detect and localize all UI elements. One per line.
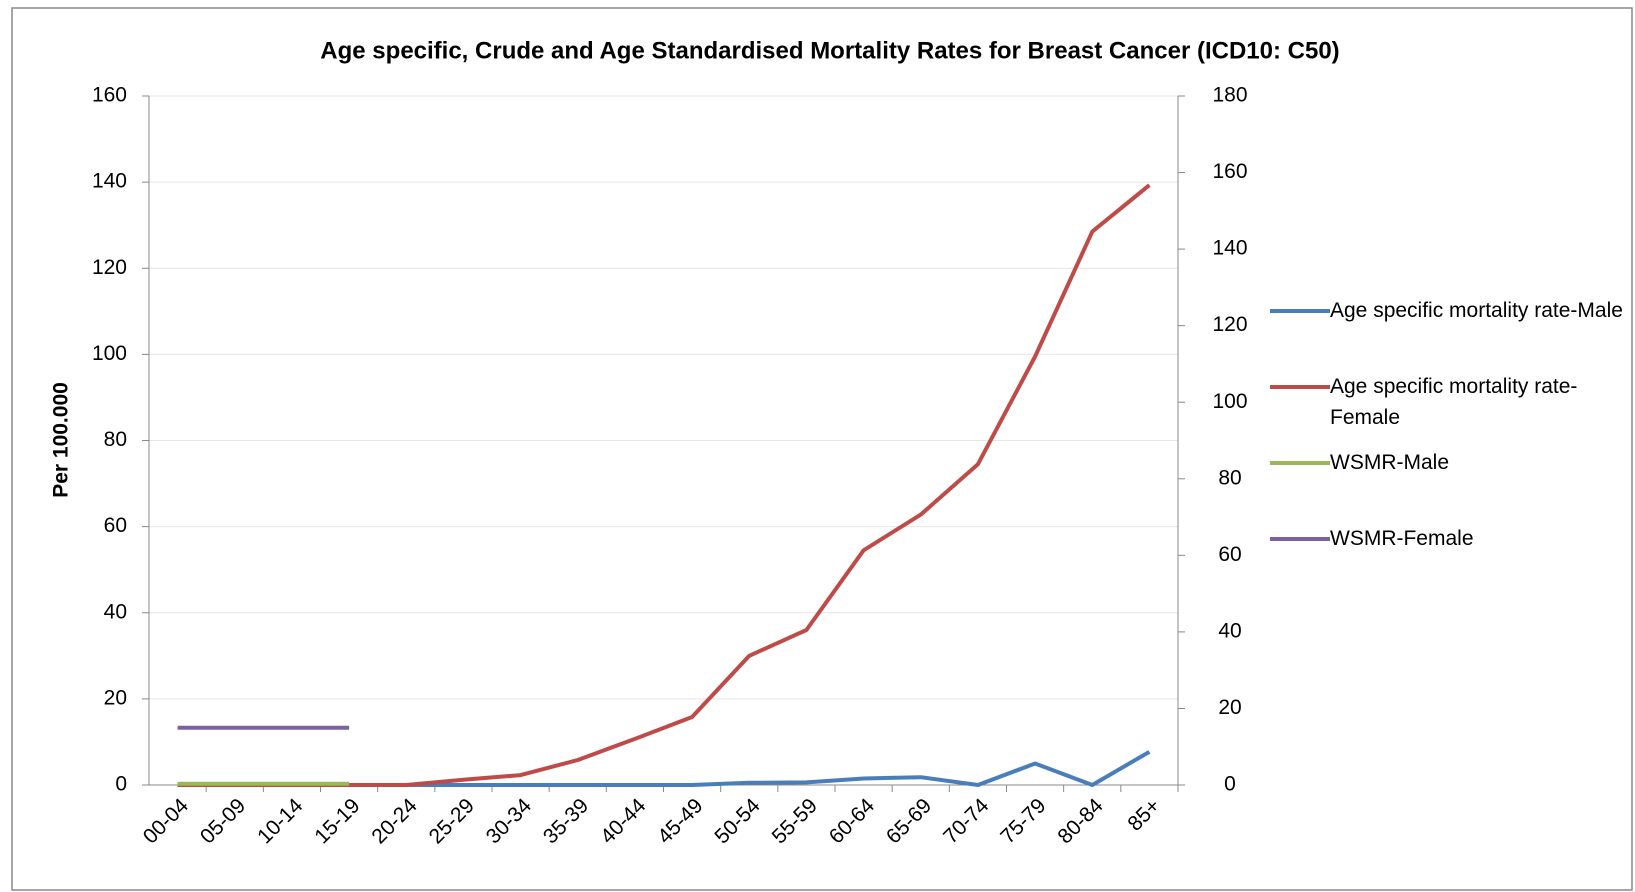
y-tick-label: 140: [92, 170, 127, 193]
x-tick-label: 65-69: [882, 794, 936, 848]
y-tick-label: 20: [104, 686, 127, 709]
series-line: [177, 183, 1151, 787]
legend-label: Age specific mortality rate-Male: [1330, 299, 1623, 322]
y2-tick-label: 120: [1212, 313, 1247, 336]
x-tick-label: 10-14: [253, 794, 307, 848]
x-tick-label: 55-59: [768, 794, 822, 848]
y-tick-label: 160: [92, 84, 127, 107]
legend-label: Age specific mortality rate-Female: [1330, 375, 1578, 429]
chart-title: Age specific, Crude and Age Standardised…: [320, 37, 1339, 64]
legend-swatch: [1270, 385, 1330, 389]
x-tick-label: 85+: [1123, 794, 1164, 835]
legend-swatch: [1270, 537, 1330, 541]
y-axis-label: Per 100.000: [50, 382, 73, 498]
y-tick-label: 60: [104, 514, 127, 537]
x-tick-label: 15-19: [310, 794, 364, 848]
y-tick-label: 120: [92, 256, 127, 279]
x-tick-label: 00-04: [139, 794, 193, 848]
y2-tick-label: 60: [1218, 543, 1241, 566]
y2-tick-label: 0: [1224, 773, 1236, 796]
x-tick-label: 50-54: [710, 794, 764, 848]
x-tick-label: 05-09: [196, 794, 250, 848]
x-tick-label: 25-29: [425, 794, 479, 848]
x-tick-label: 70-74: [939, 794, 993, 848]
legend-item: WSMR-Female: [1270, 523, 1630, 599]
y-tick-label: 80: [104, 428, 127, 451]
x-tick-label: 40-44: [596, 794, 650, 848]
x-tick-label: 80-84: [1053, 794, 1107, 848]
y-tick-label: 40: [104, 600, 127, 623]
legend-label: WSMR-Male: [1330, 451, 1449, 474]
legend-item: Age specific mortality rate-Male: [1270, 295, 1630, 371]
legend-swatch: [1270, 309, 1330, 313]
x-tick-label: 35-39: [539, 794, 593, 848]
x-tick-label: 45-49: [653, 794, 707, 848]
y2-tick-label: 80: [1218, 466, 1241, 489]
legend-item: WSMR-Male: [1270, 447, 1630, 523]
y2-tick-label: 160: [1212, 160, 1247, 183]
x-tick-label: 20-24: [367, 794, 421, 848]
y2-tick-label: 140: [1212, 237, 1247, 260]
legend: Age specific mortality rate-Male Age spec…: [1270, 295, 1630, 599]
legend-label: WSMR-Female: [1330, 527, 1474, 550]
chart-border: [11, 7, 1633, 891]
y-tick-label: 0: [115, 773, 127, 796]
x-tick-label: 30-34: [482, 794, 536, 848]
legend-swatch: [1270, 461, 1330, 465]
x-tick-label: 60-64: [825, 794, 879, 848]
y2-tick-label: 40: [1218, 619, 1241, 642]
x-tick-label: 75-79: [996, 794, 1050, 848]
legend-item: Age specific mortality rate-Female: [1270, 371, 1630, 447]
y2-tick-label: 20: [1218, 696, 1241, 719]
y2-tick-label: 100: [1212, 390, 1247, 413]
y2-tick-label: 180: [1212, 84, 1247, 107]
series-line: [177, 750, 1151, 787]
y-tick-label: 100: [92, 342, 127, 365]
